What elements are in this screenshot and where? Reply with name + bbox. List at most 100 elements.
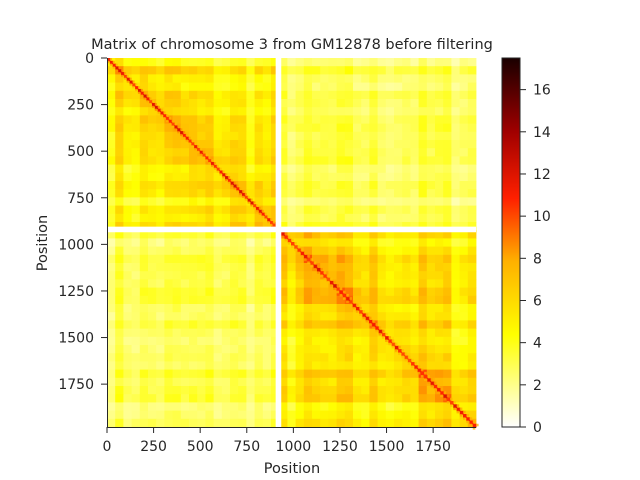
heatmap-cell <box>123 312 132 321</box>
heatmap-cell <box>262 295 272 305</box>
heatmap-cell <box>451 361 460 370</box>
heatmap-cell <box>467 58 477 67</box>
heatmap-cell <box>230 304 239 313</box>
heatmap-cell <box>369 254 378 264</box>
heatmap-cell <box>156 115 165 124</box>
heatmap-cell <box>205 172 214 182</box>
heatmap-cell <box>287 271 296 280</box>
heatmap-cell <box>385 279 395 288</box>
heatmap-cell <box>107 156 116 165</box>
heatmap-cell <box>287 386 296 395</box>
heatmap-cell <box>394 213 403 223</box>
heatmap-cell <box>344 74 354 83</box>
heatmap-cell <box>221 197 231 206</box>
heatmap-cell <box>262 304 272 313</box>
heatmap-cell <box>131 230 141 239</box>
heatmap-cell <box>451 271 460 280</box>
heatmap-cell <box>394 164 403 174</box>
heatmap-cell <box>353 131 362 141</box>
heatmap-cell <box>418 402 428 411</box>
diagonal-cell <box>446 397 451 402</box>
heatmap-cell <box>377 279 387 288</box>
heatmap-cell <box>336 189 346 198</box>
heatmap-cell <box>189 410 198 420</box>
heatmap-cell <box>459 66 469 75</box>
heatmap-cell <box>197 90 206 100</box>
heatmap-cell <box>131 213 141 223</box>
heatmap-cell <box>123 115 132 124</box>
heatmap-cell <box>467 377 477 387</box>
heatmap-cell <box>213 304 223 313</box>
heatmap-cell <box>238 213 247 223</box>
heatmap-cell <box>353 320 362 329</box>
heatmap-cell <box>115 246 124 256</box>
diagonal-halo <box>202 150 205 154</box>
heatmap-cell <box>402 279 411 288</box>
heatmap-cell <box>426 254 436 264</box>
heatmap-cell <box>459 353 469 362</box>
heatmap-cell <box>139 377 149 387</box>
heatmap-cell <box>320 189 329 198</box>
heatmap-cell <box>164 394 173 403</box>
heatmap-cell <box>410 172 419 182</box>
diagonal-halo <box>160 114 163 117</box>
heatmap-cell <box>320 58 329 67</box>
heatmap-cell <box>369 189 378 198</box>
heatmap-cell <box>435 394 444 403</box>
heatmap-cell <box>353 336 362 346</box>
heatmap-cell <box>148 402 157 411</box>
heatmap-cell <box>172 377 182 387</box>
heatmap-cell <box>394 123 403 133</box>
heatmap-cell <box>262 279 272 288</box>
heatmap-cell <box>123 156 132 165</box>
heatmap-cell <box>402 189 411 198</box>
heatmap-cell <box>410 58 419 67</box>
heatmap-cell <box>279 140 288 149</box>
heatmap-cell <box>353 172 362 182</box>
heatmap-cell <box>410 386 419 395</box>
heatmap-cell <box>254 263 264 272</box>
diagonal-halo <box>294 248 297 252</box>
heatmap-cell <box>246 74 255 83</box>
heatmap-cell <box>246 123 255 133</box>
heatmap-cell <box>254 197 264 206</box>
heatmap-cell <box>271 181 280 190</box>
heatmap-cell <box>131 320 141 329</box>
heatmap-cell <box>402 328 411 338</box>
heatmap-cell <box>320 74 329 83</box>
heatmap-cell <box>205 107 214 116</box>
heatmap-cell <box>213 361 223 370</box>
heatmap-cell <box>451 320 460 329</box>
heatmap-cell <box>426 246 436 256</box>
heatmap-cell <box>205 279 214 288</box>
heatmap-cell <box>303 156 313 165</box>
heatmap-cell <box>221 238 231 247</box>
heatmap-cell <box>287 131 296 141</box>
heatmap-cell <box>189 328 198 338</box>
diagonal-cell <box>258 209 263 214</box>
heatmap-cell <box>435 320 444 329</box>
heatmap-cell <box>394 115 403 124</box>
heatmap-cell <box>353 148 362 157</box>
heatmap-cell <box>312 271 321 280</box>
heatmap-cell <box>410 90 419 100</box>
heatmap-cell <box>344 246 354 256</box>
heatmap-cell <box>287 254 296 264</box>
heatmap-cell <box>353 279 362 288</box>
heatmap-cell <box>410 410 419 420</box>
heatmap-cell <box>115 320 124 329</box>
diagonal-cell <box>115 66 119 70</box>
diagonal-halo <box>326 274 330 278</box>
diagonal-halo <box>185 139 188 142</box>
heatmap-cell <box>271 328 280 338</box>
heatmap-cell <box>213 66 223 75</box>
heatmap-cell <box>172 189 182 198</box>
heatmap-cell <box>131 386 141 395</box>
heatmap-cell <box>385 263 395 272</box>
diagonal-cell <box>381 332 386 337</box>
heatmap-cell <box>123 353 132 362</box>
heatmap-cell <box>303 131 313 141</box>
heatmap-cell <box>328 287 337 297</box>
heatmap-cell <box>443 189 452 198</box>
heatmap-cell <box>172 213 182 223</box>
